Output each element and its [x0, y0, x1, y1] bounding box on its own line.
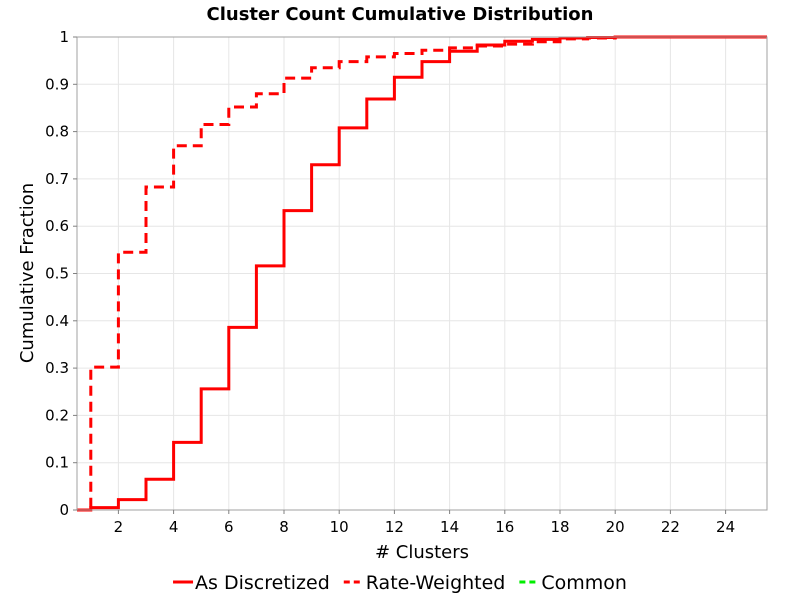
x-tick-label: 24 [716, 518, 735, 536]
y-tick-label: 0.3 [45, 359, 69, 377]
x-tick-label: 12 [385, 518, 404, 536]
legend: As Discretized Rate-Weighted Common [173, 572, 627, 594]
legend-item: Common [519, 572, 627, 594]
y-axis-label: Cumulative Fraction [17, 183, 38, 363]
x-tick-label: 14 [440, 518, 459, 536]
x-axis-ticks: 2 4 6 8 10 12 14 16 18 20 22 24 [114, 510, 735, 536]
legend-label: Common [541, 572, 627, 594]
y-axis-ticks: 0 0.1 0.2 0.3 0.4 0.5 0.6 0.7 0.8 0.9 1 [45, 28, 77, 519]
x-tick-label: 4 [169, 518, 179, 536]
y-tick-label: 1 [59, 28, 69, 46]
series-line-0 [77, 35, 767, 512]
x-tick-label: 6 [224, 518, 234, 536]
y-tick-label: 0.1 [45, 454, 69, 472]
y-tick-label: 0.8 [45, 123, 69, 141]
x-tick-label: 22 [661, 518, 680, 536]
series-layer [77, 35, 767, 512]
x-tick-label: 20 [606, 518, 625, 536]
y-tick-label: 0.9 [45, 75, 69, 93]
x-tick-label: 10 [330, 518, 349, 536]
x-tick-label: 18 [550, 518, 569, 536]
y-tick-label: 0 [59, 501, 69, 519]
y-tick-label: 0.5 [45, 265, 69, 283]
y-tick-label: 0.4 [45, 312, 69, 330]
x-axis-label: # Clusters [375, 542, 469, 563]
series-line-1 [77, 35, 767, 512]
x-tick-label: 8 [279, 518, 289, 536]
legend-item: Rate-Weighted [343, 572, 506, 594]
y-tick-label: 0.7 [45, 170, 69, 188]
x-tick-label: 2 [114, 518, 124, 536]
y-tick-label: 0.6 [45, 217, 69, 235]
y-tick-label: 0.2 [45, 406, 69, 424]
chart-title: Cluster Count Cumulative Distribution [207, 4, 594, 25]
legend-item: As Discretized [173, 572, 330, 594]
x-tick-label: 16 [495, 518, 514, 536]
legend-label: As Discretized [195, 572, 330, 594]
legend-label: Rate-Weighted [366, 572, 506, 594]
